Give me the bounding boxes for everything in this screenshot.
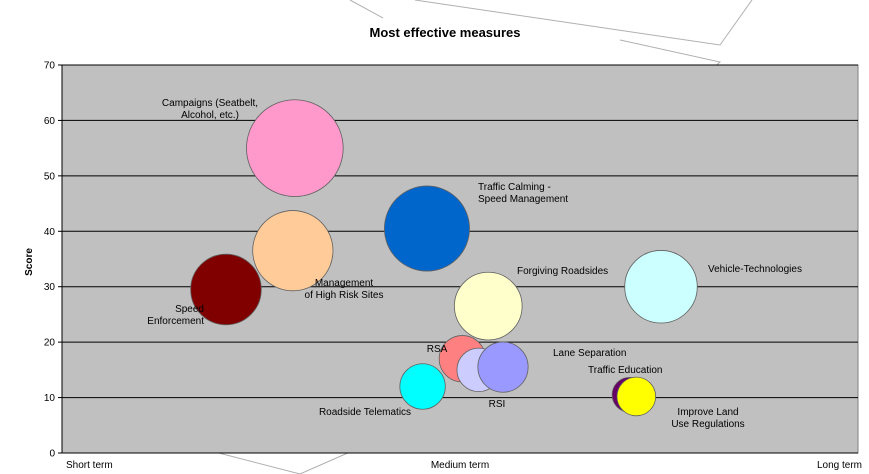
y-tick-label: 70 — [44, 61, 56, 72]
plot-background — [61, 64, 859, 454]
x-tick-label: Medium term — [431, 460, 489, 471]
bubble — [624, 250, 698, 324]
bubble-label: RSI — [489, 399, 506, 410]
bubble — [190, 253, 262, 326]
bubble-label: Roadside Telematics — [319, 407, 411, 418]
bubble-label: Vehicle-Technologies — [708, 264, 802, 275]
y-axis-label: Score — [24, 248, 35, 276]
bubble-label: Improve Land Use Regulations — [671, 407, 744, 430]
y-tick-label: 50 — [44, 171, 56, 182]
bubble — [384, 185, 470, 272]
plot-area: 0 10 20 30 40 50 60 70 Short term Medium term Long… — [44, 61, 862, 472]
bubble — [477, 341, 529, 393]
bubble — [252, 210, 334, 292]
bubble-label: RSA — [427, 344, 448, 355]
y-tick-label: 60 — [44, 116, 56, 127]
y-tick-label: 40 — [44, 227, 56, 238]
bubble-label: Management of High Risk Sites — [305, 278, 384, 301]
background-artifact-lines — [214, 0, 753, 474]
bubble — [399, 363, 446, 410]
bubble — [246, 99, 344, 197]
bubble-label: Forgiving Roadsides — [517, 266, 608, 277]
bubble-label: Lane Separation — [553, 348, 626, 359]
y-tick-label: 0 — [49, 449, 55, 460]
y-tick-label: 20 — [44, 338, 56, 349]
bubble — [616, 376, 657, 417]
x-tick-label: Long term — [817, 460, 862, 471]
bubble-label: Campaigns (Seatbelt, Alcohol, etc.) — [162, 98, 258, 121]
bubble-label: Speed Enforcement — [147, 304, 204, 327]
y-tick-label: 10 — [44, 393, 56, 404]
chart-title: Most effective measures — [369, 25, 520, 40]
bubble-label: Traffic Education — [588, 365, 662, 376]
bubble-label: Traffic Calming -Speed Management — [478, 182, 568, 205]
x-tick-label: Short term — [66, 460, 113, 471]
y-tick-label: 30 — [44, 282, 56, 293]
bubble — [454, 271, 523, 341]
